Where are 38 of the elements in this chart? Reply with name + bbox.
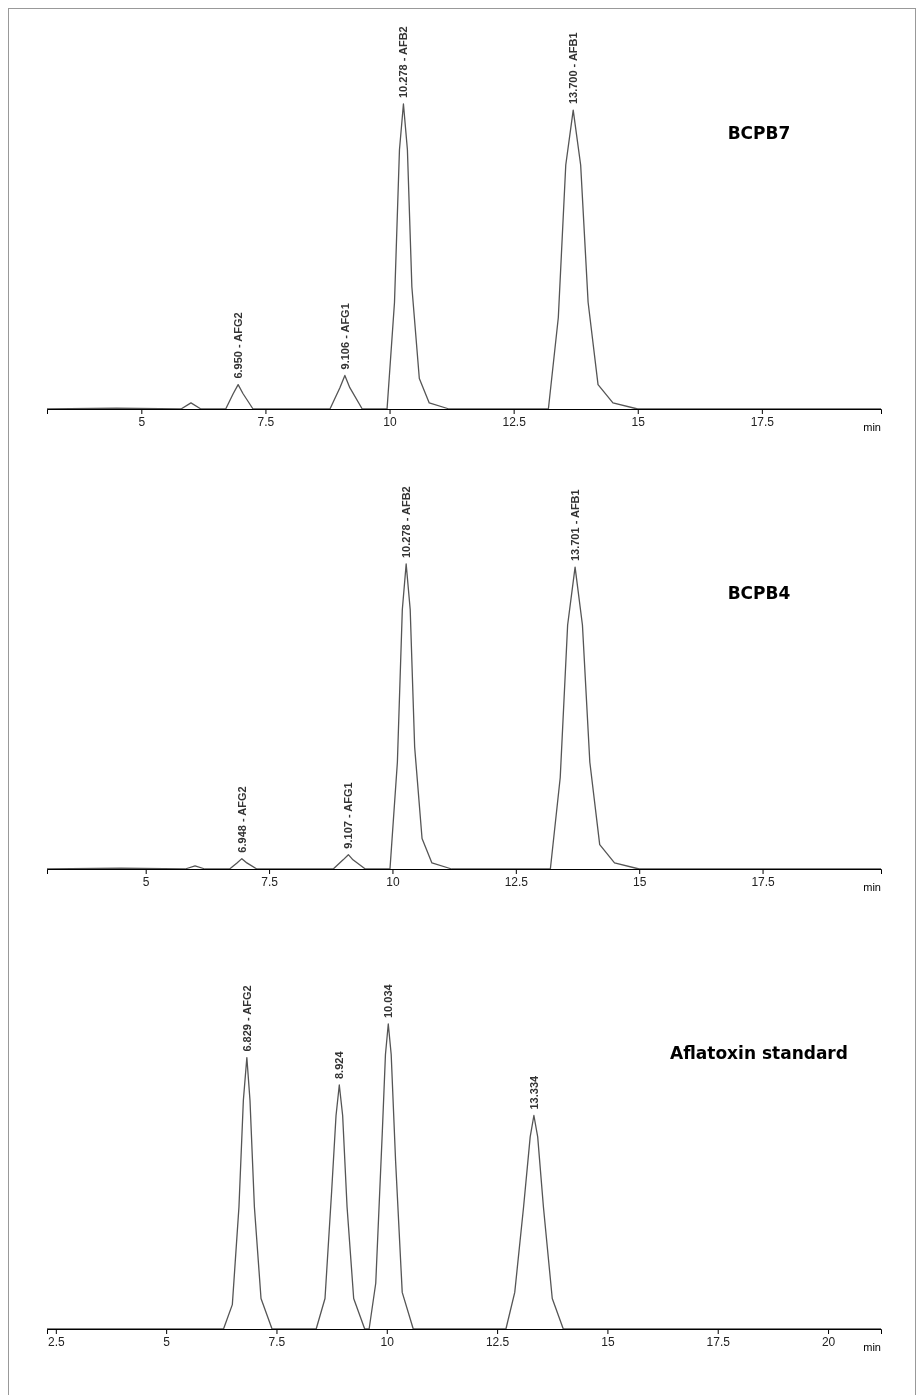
- x-tick-label: 10: [380, 1334, 395, 1349]
- annotation: 6.829 - AFG2: [240, 985, 253, 1052]
- x-tick-label: 5: [138, 414, 146, 429]
- annotation: 10.278 - AFB2: [400, 486, 413, 558]
- x-tick-label: 7.5: [257, 414, 275, 429]
- annotation: 13.700 - AFB1: [567, 32, 580, 105]
- annotation: 10.034: [382, 983, 395, 1018]
- annotation: 13.334: [527, 1074, 540, 1110]
- x-tick-label: 12.5: [502, 414, 527, 429]
- annotation: 9.107 - AFG1: [342, 782, 355, 849]
- x-tick-label: 10: [386, 874, 400, 889]
- x-axis-title: min: [863, 881, 881, 893]
- x-tick-label: 17.5: [706, 1334, 731, 1349]
- x-tick-label: 20: [821, 1334, 836, 1349]
- x-tick-label: 17.5: [751, 874, 776, 889]
- x-tick-label: 10: [383, 414, 398, 429]
- x-tick-label: 17.5: [750, 414, 775, 429]
- annotation: 6.948 - AFG2: [235, 786, 248, 853]
- x-tick-label: 15: [633, 874, 647, 889]
- x-tick-label: 7.5: [261, 874, 279, 889]
- annotation: 6.950 - AFG2: [232, 312, 245, 379]
- annotation: 8.924: [333, 1050, 346, 1079]
- x-tick-label: 2.5: [47, 1334, 65, 1349]
- x-tick-label: 5: [142, 874, 150, 889]
- x-tick-label: 12.5: [485, 1334, 510, 1349]
- annotation: 13.701 - AFB1: [569, 489, 582, 562]
- annotation: 9.106 - AFG1: [339, 303, 352, 370]
- x-tick-label: 15: [601, 1334, 615, 1349]
- x-tick-label: 12.5: [504, 874, 529, 889]
- x-axis-title: min: [863, 421, 881, 433]
- x-tick-label: 7.5: [268, 1334, 286, 1349]
- annotation: 10.278 - AFB2: [397, 26, 410, 98]
- x-tick-label: 5: [163, 1334, 171, 1349]
- text: BCPB4: [727, 583, 791, 603]
- x-tick-label: 15: [631, 414, 646, 429]
- text: BCPB7: [727, 123, 791, 143]
- x-axis-title: min: [863, 1341, 881, 1353]
- text: Aflatoxin standard: [670, 1043, 848, 1063]
